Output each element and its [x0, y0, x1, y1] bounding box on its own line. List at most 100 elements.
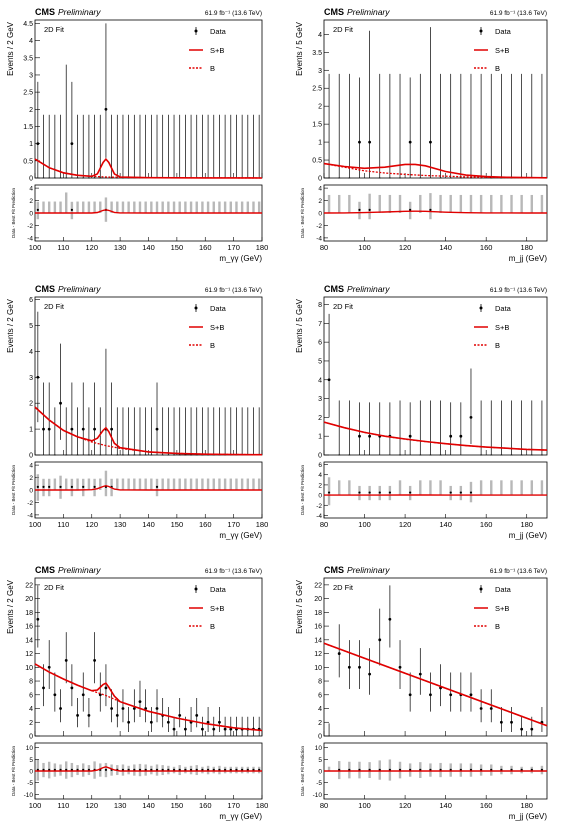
residual-band: [235, 201, 238, 213]
ratio-y-tick-label: -5: [27, 780, 33, 787]
ratio-y-tick-label: -4: [27, 512, 33, 519]
data-point: [337, 652, 341, 655]
y-tick-label: 2: [318, 720, 322, 727]
residual-point: [36, 208, 39, 211]
residual-band: [398, 480, 402, 496]
residual-band: [42, 201, 45, 213]
x-tick-label: 120: [399, 520, 412, 529]
data-point: [47, 665, 51, 669]
sb-curve: [323, 421, 548, 451]
legend-sb-label: S+B: [210, 46, 224, 55]
x-tick-label: 140: [439, 243, 452, 252]
residual-band: [229, 478, 232, 490]
data-point: [81, 427, 85, 431]
ratio-y-tick-label: 0: [29, 211, 33, 218]
residual-band: [93, 201, 96, 213]
panel-1: CMS Preliminary 61.9 fb⁻¹ (13.6 TeV)00.511…: [6, 7, 268, 263]
y-tick-label: 1: [318, 434, 322, 441]
legend-data-dot: [194, 29, 198, 33]
residual-band: [116, 478, 119, 490]
panel-5: CMS Preliminary 61.9 fb⁻¹ (13.6 TeV) 0 2 4 6 8 1…: [6, 565, 268, 821]
y-axis-label: Events / 2 GeV: [6, 21, 15, 75]
sb-curve: [34, 157, 263, 179]
residual-band: [257, 478, 261, 490]
data-point: [499, 720, 503, 724]
x-tick-label: 100: [358, 801, 371, 810]
experiment-label: CMS: [324, 7, 344, 17]
x-tick-label: 80: [320, 801, 328, 810]
residual-band: [133, 478, 136, 490]
data-point: [172, 727, 176, 731]
residual-band: [99, 201, 102, 213]
status-label: Preliminary: [347, 565, 390, 575]
data-point: [469, 693, 473, 697]
residual-point: [70, 208, 73, 211]
ratio-frame: [323, 461, 548, 519]
y-tick-label: 4: [318, 706, 322, 713]
ratio-y-tick-label: 2: [318, 198, 322, 205]
data-point: [408, 140, 412, 144]
data-point: [368, 434, 372, 438]
residual-band: [520, 194, 523, 213]
residual-point: [42, 485, 45, 488]
main-frame: [34, 296, 263, 456]
x-tick-label: 130: [114, 243, 127, 252]
residual-band: [144, 201, 147, 213]
main-frame: [34, 19, 263, 179]
x-tick-label: 100: [29, 801, 42, 810]
residual-point: [82, 485, 85, 488]
x-tick-label: 130: [114, 520, 127, 529]
ratio-y-tick-label: 0: [318, 493, 322, 500]
data-point: [388, 617, 392, 621]
residual-band: [240, 201, 244, 213]
x-axis-label: m_γγ (GeV): [219, 812, 262, 821]
ratio-y-tick-label: -2: [316, 223, 322, 230]
data-point: [212, 727, 216, 731]
residual-band: [327, 766, 331, 771]
y-tick-label: 10: [25, 665, 33, 672]
data-point: [70, 427, 74, 431]
fit-label: 2D Fit: [333, 302, 354, 311]
x-tick-label: 120: [85, 520, 98, 529]
x-tick-label: 140: [142, 520, 155, 529]
residual-band: [155, 201, 159, 213]
residual-band: [439, 480, 442, 496]
panel-6: CMS Preliminary 61.9 fb⁻¹ (13.6 TeV) 0 2 4 6 8 1…: [295, 565, 548, 821]
y-tick-label: 7: [318, 321, 322, 328]
ratio-y-tick-label: 5: [29, 757, 33, 764]
fit-label: 2D Fit: [44, 583, 65, 592]
data-point: [155, 427, 159, 431]
y-tick-label: 18: [25, 610, 33, 617]
residual-band: [338, 194, 341, 213]
x-axis-label: m_jj (GeV): [509, 254, 548, 263]
status-label: Preliminary: [347, 284, 390, 294]
ratio-y-tick-label: -2: [316, 503, 322, 510]
x-tick-label: 110: [57, 801, 69, 810]
ratio-y-tick-label: 0: [29, 769, 33, 776]
y-axis-label: Events / 2 GeV: [6, 579, 15, 633]
data-point: [36, 375, 40, 379]
residual-band: [212, 201, 215, 213]
y-tick-label: 3.5: [312, 50, 322, 57]
residual-band: [338, 480, 341, 496]
y-tick-label: 0: [318, 176, 322, 183]
x-tick-label: 180: [520, 520, 533, 529]
ratio-y-axis-label: Data - Best Fit Prediction: [300, 464, 305, 515]
residual-band: [127, 201, 130, 213]
residual-band: [429, 193, 432, 220]
residual-band: [327, 477, 331, 506]
ratio-y-axis-label: Data - Best Fit Prediction: [11, 464, 16, 515]
ratio-y-tick-label: 10: [26, 745, 34, 752]
data-point: [104, 107, 108, 111]
data-point: [449, 693, 453, 697]
residual-band: [252, 478, 255, 490]
residual-band: [167, 201, 170, 213]
data-point: [459, 434, 463, 438]
ratio-y-axis-label: Data - Best Fit Prediction: [300, 187, 305, 238]
ratio-y-tick-label: 0: [318, 769, 322, 776]
x-tick-label: 120: [85, 801, 98, 810]
x-tick-label: 160: [199, 243, 212, 252]
residual-band: [520, 480, 523, 496]
legend-data-dot: [194, 306, 198, 310]
legend-b-label: B: [210, 341, 215, 350]
